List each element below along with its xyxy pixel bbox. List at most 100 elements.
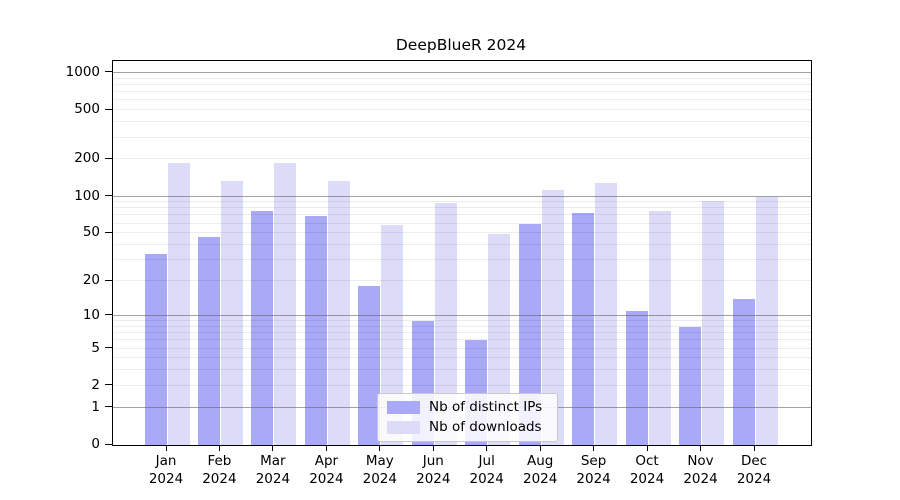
month-label: Apr (314, 453, 339, 469)
year-label: 2024 (309, 471, 344, 487)
y-tick-mark-1000 (105, 71, 112, 73)
gridline-90 (113, 201, 811, 203)
x-tick-label-jan: Jan 2024 (130, 452, 202, 488)
year-label: 2024 (469, 471, 504, 487)
gridline-20 (113, 280, 811, 281)
year-label: 2024 (736, 471, 772, 487)
gridline-4 (113, 357, 811, 359)
x-tick-label-jul: Jul 2024 (451, 452, 523, 488)
y-tick-label-20: 20 (82, 272, 100, 288)
bar-distinct-ips-nov (679, 326, 701, 445)
y-tick-label-200: 200 (74, 150, 100, 167)
gridline-5 (113, 347, 811, 349)
y-tick-mark-200 (105, 157, 112, 159)
y-tick-label-5: 5 (91, 339, 100, 356)
y-tick-mark-0 (105, 443, 112, 445)
x-tick-label-dec: Dec 2024 (718, 452, 790, 488)
gridline-9 (113, 320, 811, 321)
gridline-100 (113, 195, 811, 197)
gridline-7 (113, 332, 811, 333)
bar-downloads-sep (595, 182, 618, 445)
year-label: 2024 (416, 471, 451, 487)
bar-distinct-ips-mar (251, 211, 274, 445)
x-tick-mark-apr (325, 446, 327, 451)
x-tick-label-sep: Sep 2024 (558, 452, 630, 488)
month-label: May (365, 453, 394, 469)
y-tick-label-10: 10 (82, 306, 100, 323)
month-label: Oct (635, 453, 659, 469)
bar-downloads-mar (274, 162, 297, 445)
month-label: Nov (687, 453, 714, 469)
gridline-6 (113, 339, 811, 341)
y-tick-label-500: 500 (74, 101, 100, 118)
bar-downloads-nov (702, 200, 724, 445)
bar-downloads-apr (327, 180, 350, 445)
x-tick-mark-may (379, 446, 381, 451)
legend: Nb of distinct IPs Nb of downloads (377, 393, 558, 442)
x-tick-mark-mar (272, 446, 274, 451)
month-label: Jan (155, 453, 177, 469)
bar-distinct-ips-may (358, 286, 381, 445)
year-label: 2024 (683, 471, 718, 487)
x-tick-mark-aug (539, 446, 541, 451)
legend-label-downloads: Nb of downloads (429, 419, 542, 435)
gridline-200 (113, 158, 811, 160)
gridline-80 (113, 207, 811, 209)
gridline-300 (113, 136, 811, 138)
month-label: Sep (580, 453, 607, 469)
bar-distinct-ips-jan (144, 253, 167, 445)
gridline-2 (113, 384, 811, 386)
bar-downloads-feb (221, 180, 243, 445)
x-tick-label-jun: Jun 2024 (397, 452, 469, 488)
year-label: 2024 (576, 471, 611, 487)
y-tick-mark-10 (105, 314, 112, 316)
gridline-700 (113, 91, 811, 93)
y-tick-label-1: 1 (91, 398, 100, 415)
y-tick-mark-50 (105, 231, 112, 233)
month-label: Mar (260, 453, 286, 469)
legend-label-distinct-ips: Nb of distinct IPs (429, 399, 543, 415)
y-tick-mark-1 (105, 406, 112, 408)
gridline-70 (113, 214, 811, 216)
year-label: 2024 (202, 471, 237, 487)
y-tick-label-0: 0 (91, 436, 100, 452)
gridline-400 (113, 121, 811, 123)
month-label: Feb (207, 453, 232, 469)
x-tick-label-nov: Nov 2024 (665, 452, 737, 488)
y-tick-label-50: 50 (82, 224, 100, 241)
x-tick-label-apr: Apr 2024 (290, 452, 362, 488)
bar-downloads-dec (755, 196, 778, 445)
gridline-3 (113, 369, 811, 371)
x-tick-mark-oct (646, 446, 648, 451)
year-label: 2024 (255, 471, 291, 487)
year-label: 2024 (629, 471, 665, 487)
plot-area (112, 60, 812, 446)
year-label: 2024 (523, 471, 558, 487)
bar-downloads-oct (648, 211, 671, 445)
month-label: Jun (422, 453, 444, 469)
month-label: Jul (478, 453, 495, 469)
y-tick-mark-500 (105, 108, 112, 110)
legend-entry-downloads: Nb of downloads (387, 419, 549, 436)
gridline-8 (113, 325, 811, 327)
bar-distinct-ips-feb (198, 236, 220, 445)
x-tick-mark-jan (165, 446, 167, 451)
bar-downloads-aug (541, 189, 564, 445)
gridline-800 (113, 83, 811, 85)
gridline-60 (113, 222, 811, 224)
x-tick-mark-dec (753, 446, 755, 451)
x-tick-mark-sep (593, 446, 595, 451)
gridline-900 (113, 77, 811, 79)
y-tick-mark-2 (105, 384, 112, 386)
bar-downloads-may (381, 225, 404, 445)
bar-distinct-ips-aug (518, 223, 541, 445)
legend-swatch-downloads (387, 421, 420, 434)
gridline-50 (113, 232, 811, 234)
year-label: 2024 (148, 471, 184, 487)
legend-entry-distinct-ips: Nb of distinct IPs (387, 399, 549, 416)
x-tick-mark-nov (700, 446, 701, 451)
x-tick-label-oct: Oct 2024 (611, 452, 683, 488)
bar-distinct-ips-oct (625, 311, 648, 445)
x-tick-label-mar: Mar 2024 (237, 452, 309, 488)
